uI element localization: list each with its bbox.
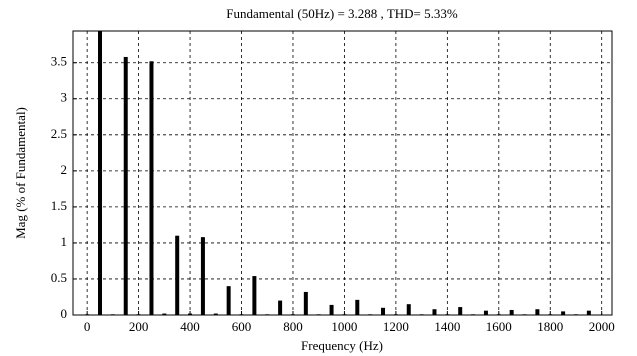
bar	[355, 299, 360, 315]
y-axis-label: Mag (% of Fundamental)	[13, 107, 28, 239]
x-tick-label: 0	[84, 319, 91, 334]
x-tick-label: 1200	[383, 319, 409, 334]
bar	[586, 310, 591, 315]
bar	[381, 307, 386, 315]
x-tick-label: 1000	[331, 319, 357, 334]
bar	[561, 311, 566, 315]
x-axis-label: Frequency (Hz)	[301, 338, 383, 353]
bar	[226, 286, 231, 315]
x-tick-label: 2000	[589, 319, 615, 334]
x-tick-label: 600	[232, 319, 252, 334]
y-tick-label: 0	[61, 306, 68, 321]
x-tick-label: 800	[283, 319, 303, 334]
y-tick-label: 3	[61, 90, 68, 105]
bar	[329, 304, 334, 315]
y-tick-label: 1	[61, 234, 68, 249]
x-tick-label: 1800	[537, 319, 563, 334]
bar	[252, 276, 257, 315]
bar	[213, 313, 218, 315]
x-tick-label: 400	[180, 319, 200, 334]
y-tick-label: 2.5	[51, 126, 67, 141]
y-tick-label: 3.5	[51, 54, 67, 69]
y-tick-label: 1.5	[51, 198, 67, 213]
bar	[162, 313, 167, 315]
y-tick-label: 0.5	[51, 270, 67, 285]
bar	[303, 291, 308, 315]
bar	[200, 237, 205, 315]
chart-title: Fundamental (50Hz) = 3.288 , THD= 5.33%	[226, 6, 458, 21]
bar	[406, 304, 411, 315]
plot-frame	[72, 30, 613, 316]
y-tick-label: 2	[61, 162, 68, 177]
bar	[432, 309, 437, 315]
bar	[175, 235, 180, 315]
x-tick-label: 1600	[486, 319, 512, 334]
bar	[278, 300, 283, 315]
x-tick-label: 1400	[434, 319, 460, 334]
plot-area	[73, 31, 612, 315]
bar	[123, 56, 128, 315]
bar	[98, 31, 103, 315]
bar	[509, 309, 514, 315]
bar	[535, 309, 540, 315]
bar	[483, 310, 488, 315]
x-tick-label: 200	[129, 319, 149, 334]
bar	[149, 61, 154, 315]
bar	[458, 307, 463, 315]
